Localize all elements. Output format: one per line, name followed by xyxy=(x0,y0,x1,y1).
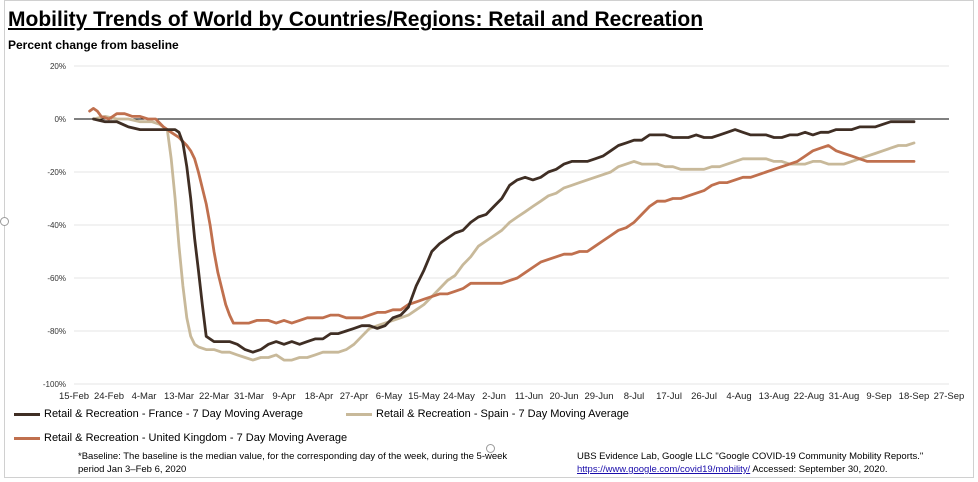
legend-label-spain: Retail & Recreation - Spain - 7 Day Movi… xyxy=(376,408,629,420)
x-tick-label: 31-Aug xyxy=(829,391,860,402)
x-tick-label: 9-Sep xyxy=(866,391,891,402)
x-tick-label: 31-Mar xyxy=(234,391,264,402)
series-line-france xyxy=(92,117,916,354)
source-note: UBS Evidence Lab, Google LLC "Google COV… xyxy=(577,450,967,476)
series-line-spain xyxy=(92,115,916,362)
source-accessed: Accessed: September 30, 2020. xyxy=(750,464,888,475)
x-tick-label: 20-Jun xyxy=(549,391,578,402)
x-tick-label: 29-Jun xyxy=(584,391,613,402)
source-line: UBS Evidence Lab, Google LLC "Google COV… xyxy=(577,451,924,462)
chart-frame xyxy=(4,0,974,478)
legend-swatch-france xyxy=(14,412,40,416)
y-axis-title: Percent change from baseline xyxy=(8,38,179,52)
x-tick-label: 17-Jul xyxy=(656,391,682,402)
legend-item-uk: Retail & Recreation - United Kingdom - 7… xyxy=(14,432,347,444)
baseline-footnote: *Baseline: The baseline is the median va… xyxy=(78,451,508,475)
x-tick-label: 13-Aug xyxy=(759,391,790,402)
x-tick-label: 18-Apr xyxy=(305,391,334,402)
y-tick-label: 0% xyxy=(54,115,66,124)
y-tick-label: -40% xyxy=(47,221,66,230)
resize-handle-bottom[interactable] xyxy=(486,444,495,453)
chart-title: Mobility Trends of World by Countries/Re… xyxy=(8,8,704,31)
x-tick-label: 2-Jun xyxy=(482,391,506,402)
legend-item-france: Retail & Recreation - France - 7 Day Mov… xyxy=(14,408,303,420)
legend-label-france: Retail & Recreation - France - 7 Day Mov… xyxy=(44,408,304,420)
x-tick-label: 24-Feb xyxy=(94,391,124,402)
series-line-uk xyxy=(88,107,916,325)
x-tick-label: 15-May xyxy=(408,391,440,402)
y-tick-label: -60% xyxy=(47,274,66,283)
y-tick-label: -80% xyxy=(47,327,66,336)
x-tick-label: 13-Mar xyxy=(164,391,194,402)
x-tick-label: 6-May xyxy=(376,391,403,402)
legend-label-uk: Retail & Recreation - United Kingdom - 7… xyxy=(44,432,348,444)
series-lines xyxy=(88,107,916,362)
x-tick-label: 26-Jul xyxy=(691,391,717,402)
y-tick-label: 20% xyxy=(50,62,66,71)
x-tick-label: 15-Feb xyxy=(59,391,89,402)
y-tick-label: -100% xyxy=(43,380,66,389)
y-tick-label: -20% xyxy=(47,168,66,177)
legend-item-spain: Retail & Recreation - Spain - 7 Day Movi… xyxy=(346,408,629,420)
x-tick-labels: 15-Feb 24-Feb 4-Mar 13-Mar 22-Mar 31-Mar 9-Apr… xyxy=(59,391,964,402)
x-tick-label: 11-Jun xyxy=(515,391,543,402)
y-tick-labels: 20% 0% -20% -40% -60% -80% -100% xyxy=(43,62,66,389)
x-tick-label: 27-Sep xyxy=(934,391,965,402)
x-tick-label: 24-May xyxy=(443,391,475,402)
x-tick-label: 22-Mar xyxy=(199,391,229,402)
legend-swatch-spain xyxy=(346,412,372,416)
source-accessed-line: https://www.google.com/covid19/mobility/… xyxy=(577,463,967,476)
x-tick-label: 4-Mar xyxy=(132,391,157,402)
x-tick-label: 22-Aug xyxy=(794,391,825,402)
legend-swatch-uk xyxy=(14,436,40,440)
resize-handle-left[interactable] xyxy=(0,217,9,226)
source-link[interactable]: https://www.google.com/covid19/mobility/ xyxy=(577,464,751,475)
x-tick-label: 4-Aug xyxy=(726,391,751,402)
x-tick-label: 8-Jul xyxy=(624,391,645,402)
x-tick-label: 9-Apr xyxy=(272,391,295,402)
x-tick-label: 18-Sep xyxy=(899,391,930,402)
x-tick-label: 27-Apr xyxy=(340,391,369,402)
